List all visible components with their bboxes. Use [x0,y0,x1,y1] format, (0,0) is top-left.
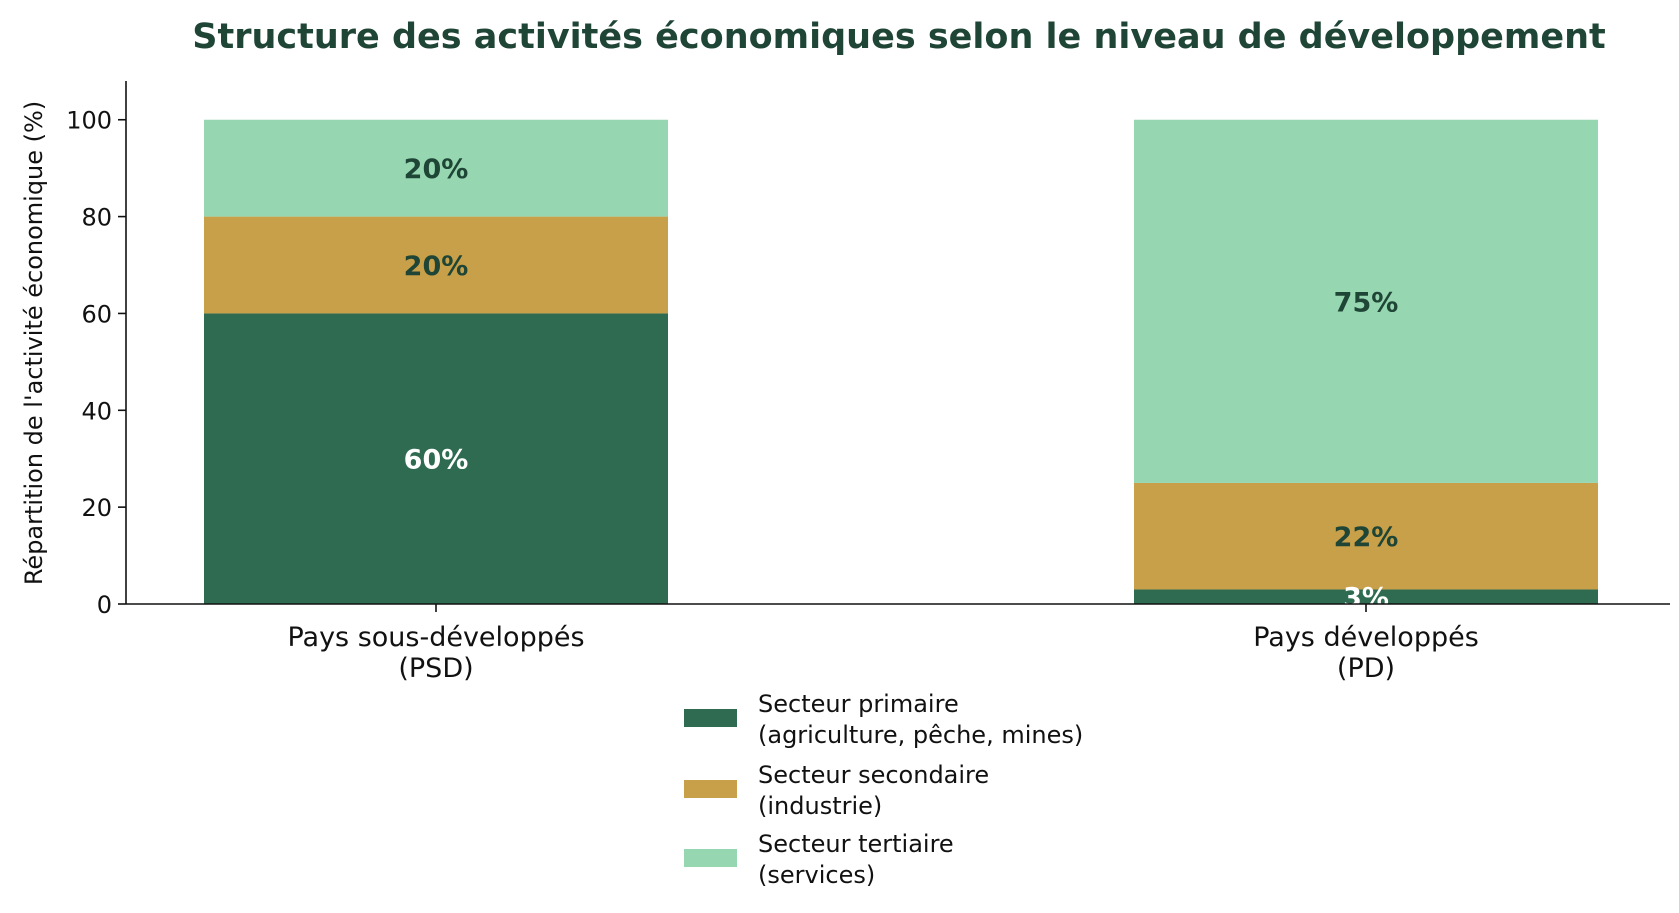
bar-segment [1134,482,1598,590]
bar-segment [204,216,668,314]
y-axis-label: Répartition de l'activité économique (%) [20,101,48,585]
bar-value-label: 75% [1334,287,1399,318]
legend-label: Secteur tertiaire (services) [758,830,954,889]
bar-value-label: 60% [404,445,469,476]
legend: Secteur primaire (agriculture, pêche, min… [684,690,1083,889]
x-tick-label: Pays sous-développés (PSD) [287,622,584,684]
y-tick-label: 60 [81,300,112,328]
bar-segment [1134,589,1598,604]
legend-label: Secteur secondaire (industrie) [758,761,989,820]
y-tick-label: 40 [81,397,112,425]
legend-label: Secteur primaire (agriculture, pêche, min… [758,690,1083,749]
bar-segment [1134,119,1598,483]
legend-swatch [684,709,737,727]
legend-swatch [684,849,737,867]
chart-title: Structure des activités économiques selo… [192,17,1605,57]
bar-segment [204,313,668,604]
y-tick-label: 0 [97,591,112,619]
bar-value-label: 20% [404,154,469,185]
y-tick-label: 100 [66,107,112,135]
legend-swatch [684,780,737,798]
bar-segment [204,119,668,217]
bar-value-label: 22% [1334,522,1399,553]
bar-value-label: 20% [404,251,469,282]
x-tick-label: Pays développés (PD) [1253,622,1479,684]
y-tick-label: 80 [81,204,112,232]
y-tick-label: 20 [81,494,112,522]
